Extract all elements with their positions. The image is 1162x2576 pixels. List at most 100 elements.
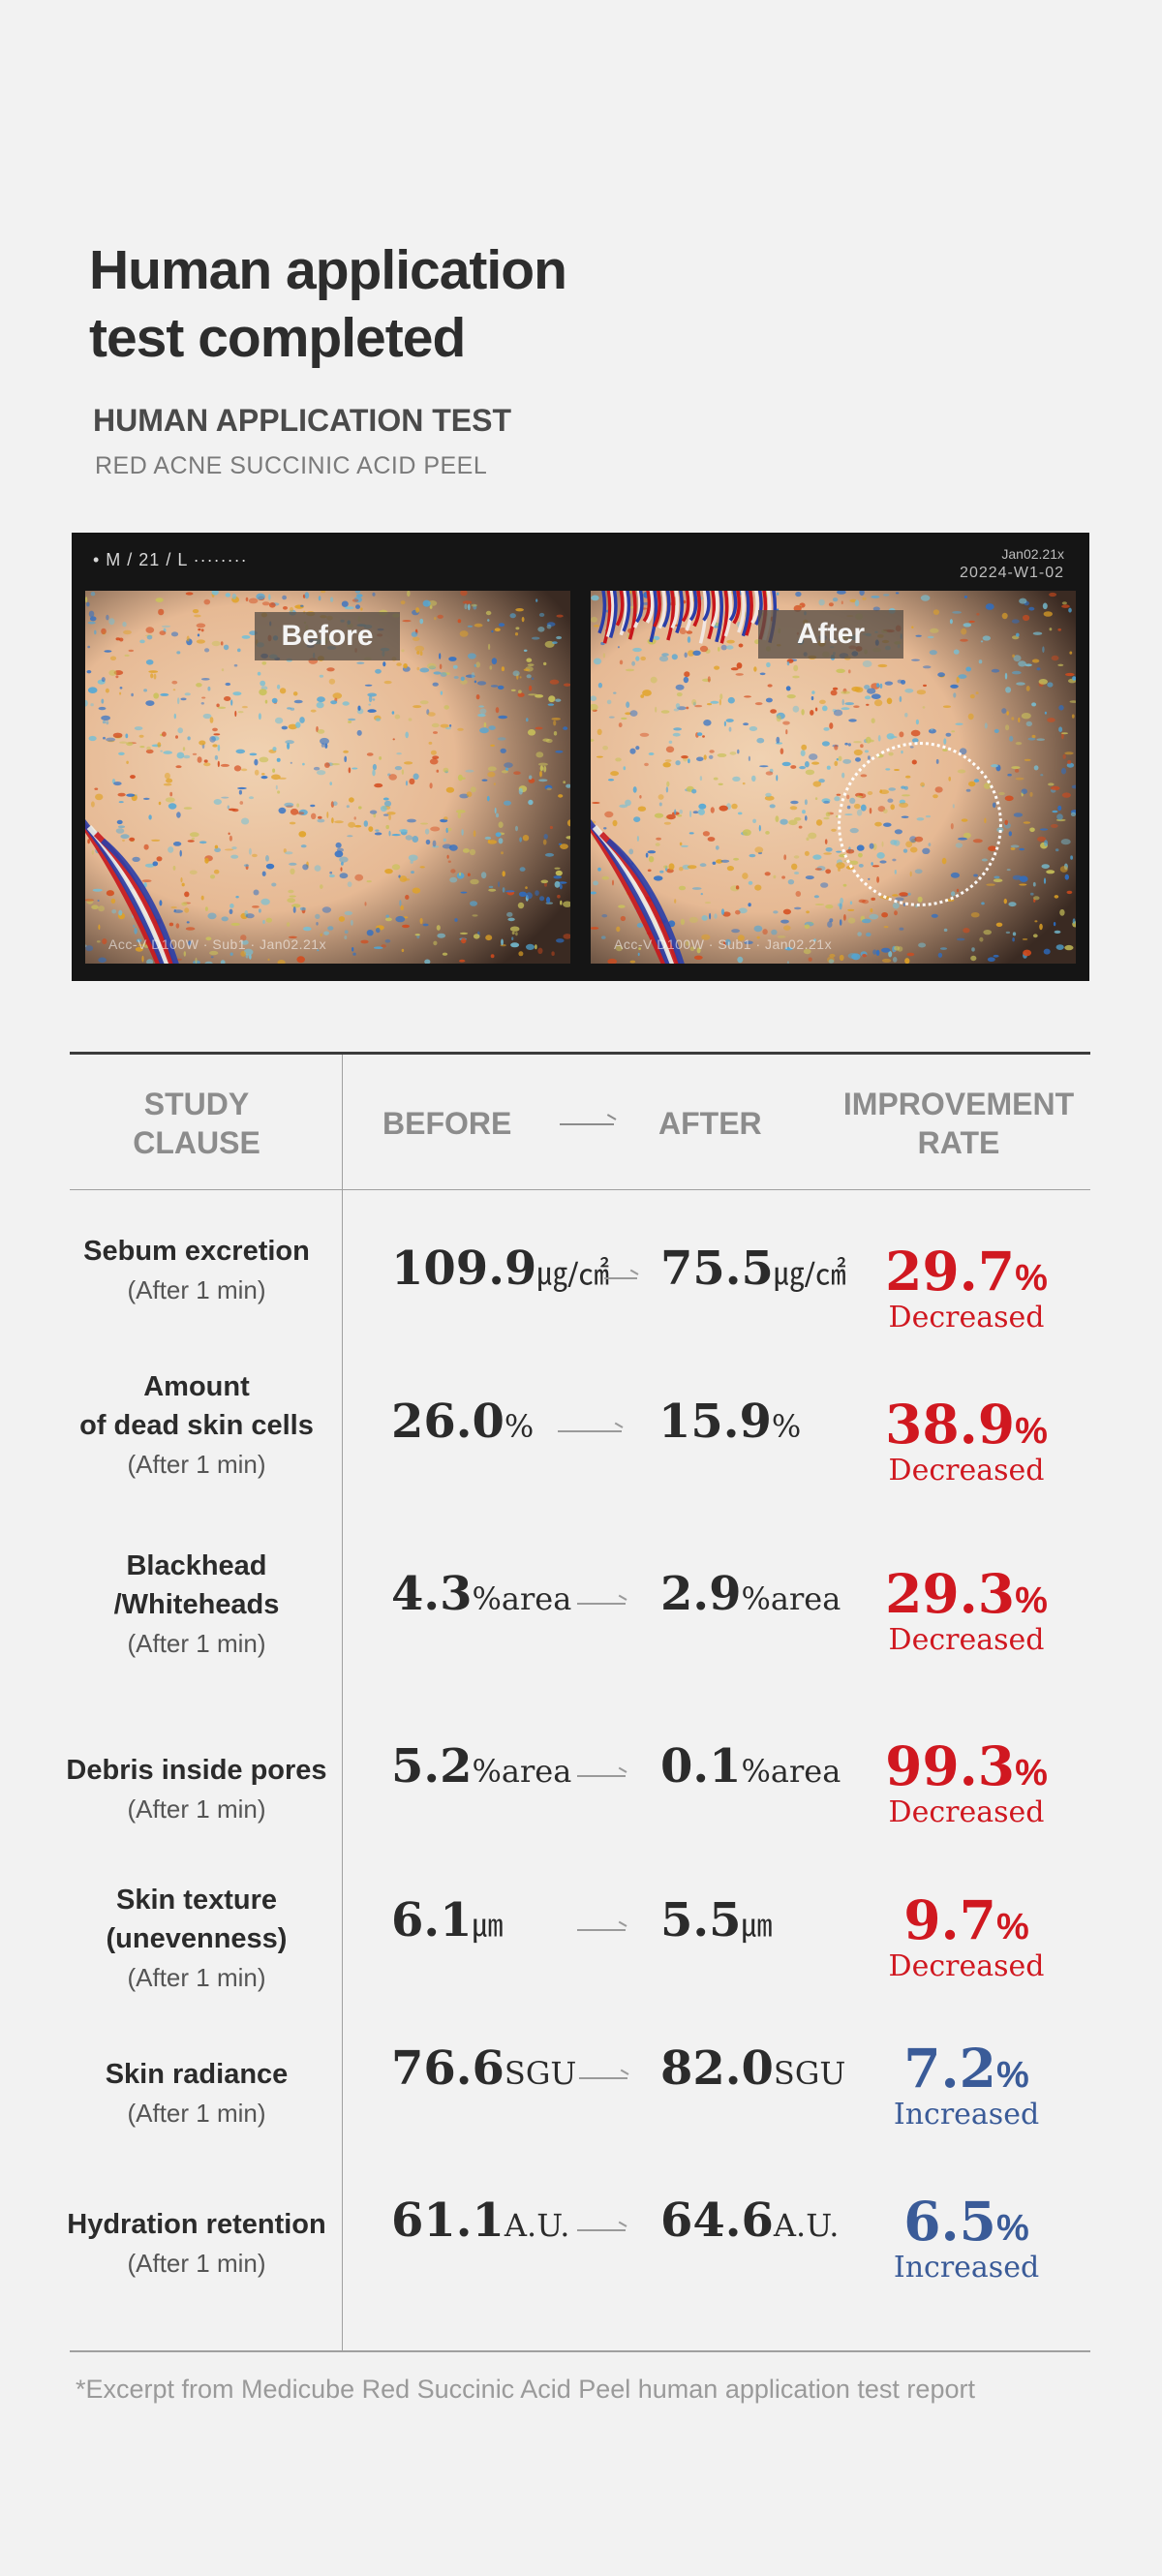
rate-number: 9.7 xyxy=(903,1888,996,1951)
arrow-right-icon xyxy=(577,1929,626,1931)
before-skin-image: Before Acc-V D100W · Sub1 · Jan02.21x xyxy=(85,591,570,964)
after-value-number: 15.9 xyxy=(658,1395,772,1449)
page-title: Human application test completed xyxy=(89,236,767,372)
product-name: RED ACNE SUCCINIC ACID PEEL xyxy=(95,452,488,479)
after-value-number: 2.9 xyxy=(660,1567,742,1621)
improvement-rate: 6.5% Increased xyxy=(852,2192,1081,2285)
rate-percent: % xyxy=(1015,1580,1048,1621)
after-caption: Acc-V D100W · Sub1 · Jan02.21x xyxy=(614,936,833,952)
rate-direction: Increased xyxy=(893,2251,1040,2285)
before-value: 61.1A.U. xyxy=(391,2193,569,2248)
clause-timing: (After 1 min) xyxy=(127,2249,266,2278)
improvement-rate: 29.3% Decreased xyxy=(852,1564,1081,1657)
rate-percent: % xyxy=(1015,1411,1048,1452)
arrow-right-icon xyxy=(558,1430,622,1432)
clause-timing: (After 1 min) xyxy=(127,2099,266,2128)
clause-line: Blackhead xyxy=(126,1550,267,1581)
study-clause: Blackhead/Whiteheads (After 1 min) xyxy=(50,1547,343,1663)
rate-percent: % xyxy=(995,2055,1029,2096)
before-value-number: 26.0 xyxy=(391,1395,505,1449)
improvement-rate: 7.2% Increased xyxy=(852,2039,1081,2131)
before-value: 5.2%area xyxy=(391,1739,571,1794)
before-caption: Acc-V D100W · Sub1 · Jan02.21x xyxy=(108,936,327,952)
study-clause: Amount of dead skin cells (After 1 min) xyxy=(50,1367,343,1484)
after-value: 82.0SGU xyxy=(660,2041,845,2096)
before-value-unit: % xyxy=(504,1408,535,1445)
after-value-number: 75.5 xyxy=(660,1242,774,1296)
study-clause: Hydration retention (After 1 min) xyxy=(50,2205,343,2283)
clause-line: Skin texture xyxy=(116,1885,277,1916)
rate-percent: % xyxy=(1015,1753,1048,1794)
rate-direction: Decreased xyxy=(888,1454,1045,1487)
rate-direction: Decreased xyxy=(888,1623,1045,1657)
after-value: 2.9%area xyxy=(660,1567,841,1621)
clause-line: (unevenness) xyxy=(106,1923,288,1954)
clause-line: Skin radiance xyxy=(105,2059,289,2090)
session-date: Jan02.21x xyxy=(1001,546,1064,562)
footnote: *Excerpt from Medicube Red Succinic Acid… xyxy=(76,2375,975,2404)
table-header-rule xyxy=(70,1189,1090,1190)
table-column-divider xyxy=(342,1055,343,2350)
after-value-number: 82.0 xyxy=(660,2041,774,2096)
before-value-number: 61.1 xyxy=(391,2193,505,2248)
before-value: 26.0% xyxy=(391,1395,534,1449)
before-value-unit: %area xyxy=(472,1753,572,1790)
after-label: After xyxy=(758,610,903,659)
table-bottom-rule xyxy=(70,2350,1090,2352)
after-value-number: 5.5 xyxy=(660,1893,742,1947)
after-value-number: 64.6 xyxy=(660,2193,774,2248)
before-value-number: 6.1 xyxy=(391,1893,473,1947)
study-clause: Skin texture (unevenness) (After 1 min) xyxy=(50,1881,343,1997)
before-label: Before xyxy=(255,612,400,660)
before-value-number: 5.2 xyxy=(391,1739,473,1794)
rate-number: 29.7 xyxy=(885,1240,1016,1303)
rate-direction: Decreased xyxy=(888,1795,1045,1829)
before-value-unit: ㎛ xyxy=(472,1907,504,1944)
header-study-line-2: CLAUSE xyxy=(133,1125,260,1160)
clause-line: Sebum excretion xyxy=(83,1236,310,1267)
header-rate-line-1: IMPROVEMENT xyxy=(842,1087,1075,1121)
improvement-rate: 99.3% Decreased xyxy=(852,1736,1081,1829)
rate-number: 38.9 xyxy=(885,1393,1016,1456)
clause-line: Hydration retention xyxy=(67,2209,326,2240)
rate-direction: Decreased xyxy=(888,1301,1045,1334)
header-rate-line-2: RATE xyxy=(917,1125,1000,1160)
rate-direction: Increased xyxy=(893,2098,1040,2131)
after-value: 5.5㎛ xyxy=(660,1893,773,1947)
header-study-clause: STUDY CLAUSE xyxy=(89,1085,304,1162)
before-value: 4.3%area xyxy=(391,1567,571,1621)
before-value-unit: ㎍/㎠ xyxy=(536,1255,610,1292)
before-value: 76.6SGU xyxy=(391,2041,576,2096)
arrow-right-icon xyxy=(577,1603,626,1605)
rate-direction: Decreased xyxy=(888,1949,1045,1983)
before-value: 6.1㎛ xyxy=(391,1893,504,1947)
before-value-unit: SGU xyxy=(504,2055,577,2092)
improvement-rate: 9.7% Decreased xyxy=(852,1890,1081,1983)
before-after-photo-panel: • M / 21 / L ········ Jan02.21x 20224-W1… xyxy=(72,533,1089,981)
subject-tag: • M / 21 / L ········ xyxy=(93,550,248,569)
clause-line: Amount xyxy=(143,1371,250,1402)
before-value-number: 76.6 xyxy=(391,2041,505,2096)
after-value: 75.5㎍/㎠ xyxy=(660,1242,846,1296)
study-clause: Skin radiance (After 1 min) xyxy=(50,2055,343,2132)
before-value: 109.9㎍/㎠ xyxy=(391,1242,609,1296)
clause-timing: (After 1 min) xyxy=(127,1794,266,1824)
headline-line-1: Human application xyxy=(89,239,567,301)
after-value-unit: A.U. xyxy=(773,2207,840,2244)
test-subtitle: HUMAN APPLICATION TEST xyxy=(93,403,511,438)
session-tag: Jan02.21x 20224-W1-02 xyxy=(960,544,1064,583)
clause-timing: (After 1 min) xyxy=(127,1629,266,1658)
rate-percent: % xyxy=(995,1907,1029,1947)
rate-number: 29.3 xyxy=(885,1562,1016,1625)
after-value-unit: SGU xyxy=(773,2055,846,2092)
after-value: 15.9% xyxy=(658,1395,801,1449)
table-top-rule xyxy=(70,1052,1090,1055)
rate-number: 6.5 xyxy=(903,2190,996,2253)
after-value-unit: % xyxy=(771,1408,802,1445)
after-value-unit: ㎍/㎠ xyxy=(773,1255,846,1292)
arrow-right-icon xyxy=(579,2077,627,2079)
before-value-number: 4.3 xyxy=(391,1567,473,1621)
study-clause: Debris inside pores (After 1 min) xyxy=(50,1751,343,1828)
header-after: AFTER xyxy=(658,1106,762,1141)
clause-line: of dead skin cells xyxy=(79,1410,314,1441)
